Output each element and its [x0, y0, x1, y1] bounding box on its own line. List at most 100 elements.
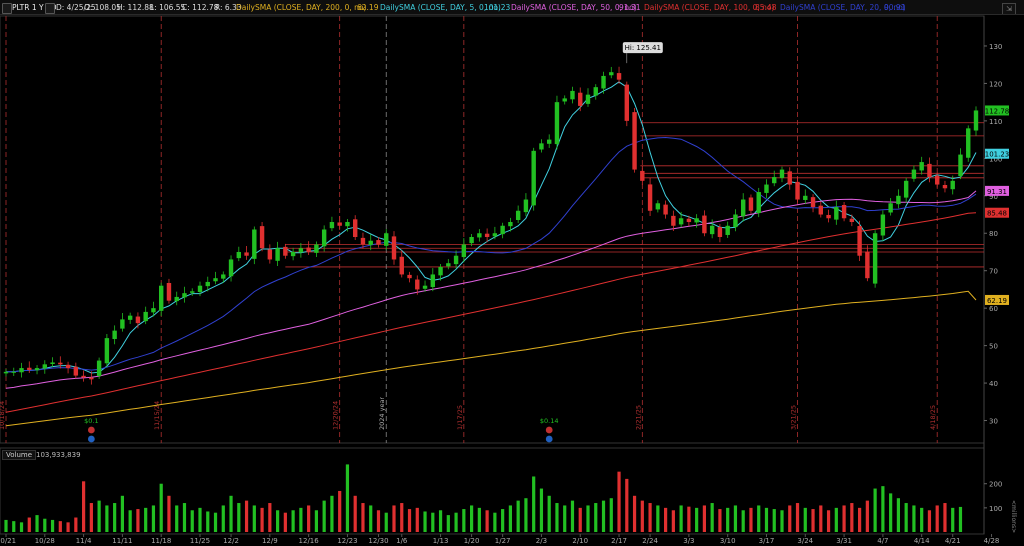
event-date-label: 12/20/24 [332, 401, 340, 430]
candle-body [120, 319, 125, 329]
volume-bar [780, 510, 784, 532]
x-tick-label: 4/21 [945, 537, 961, 545]
volume-bar [384, 512, 388, 532]
volume-bar [648, 503, 652, 532]
event-date-label: 3/21/25 [790, 405, 798, 430]
volume-bar [912, 505, 916, 532]
candle-body [585, 94, 591, 104]
candle-body [733, 214, 738, 228]
volume-bar [842, 505, 846, 532]
symbol-label[interactable]: PLTR 1 Y 1D [12, 3, 57, 12]
x-tick-label: 11/4 [76, 537, 92, 545]
candle-body [903, 180, 909, 198]
price-tick-label: 110 [989, 118, 1002, 126]
volume-bar [260, 507, 264, 532]
x-tick-label: 3/3 [683, 537, 694, 545]
price-tick-label: 60 [989, 305, 998, 313]
sma200-study-label[interactable]: DailySMA (CLOSE, DAY, 200, 0, no) [236, 3, 367, 12]
volume-bar [501, 509, 505, 532]
sma50-study-label[interactable]: DailySMA (CLOSE, DAY, 50, 0, no) [511, 3, 637, 12]
collapse-icon[interactable]: ⇲ [1002, 3, 1016, 14]
volume-bar [687, 506, 691, 532]
candle-body [27, 367, 32, 370]
dividend-label: $0.1 [84, 417, 98, 425]
x-tick-label: 11/11 [112, 537, 132, 545]
candle-body [89, 377, 94, 380]
sma100-study-label[interactable]: DailySMA (CLOSE, DAY, 100, 0, no) [644, 3, 775, 12]
candle-body [741, 199, 746, 217]
dividend-label: $0.14 [540, 417, 559, 425]
candle-body [872, 233, 878, 284]
price-label-box [985, 105, 1009, 116]
volume-bar [702, 505, 706, 532]
volume-bar [338, 490, 342, 532]
x-tick-label: 3/31 [836, 537, 852, 545]
volume-bar [617, 471, 621, 532]
candle-body [290, 251, 296, 257]
volume-bar [927, 510, 932, 532]
candle-body [624, 84, 629, 121]
sma20-study-label[interactable]: DailySMA (CLOSE, DAY, 20, 0, no) [780, 3, 906, 12]
dividend-marker-icon [545, 426, 553, 434]
x-tick-label: 10/28 [35, 537, 55, 545]
volume-bar [881, 486, 885, 532]
volume-bar [757, 505, 761, 532]
volume-bar [454, 512, 458, 532]
symbol-settings-button[interactable] [45, 3, 55, 14]
volume-tick-label: 200 [989, 481, 1002, 489]
price-label-text: 101.23 [985, 151, 1010, 159]
candle-body [34, 368, 40, 371]
price-label-box [985, 207, 1009, 218]
volume-bar [508, 505, 512, 532]
volume-bar [12, 521, 16, 532]
candle-body [73, 366, 79, 376]
price-tick-label: 90 [989, 193, 998, 201]
volume-bar [594, 503, 598, 532]
candle-body [368, 240, 373, 245]
candle-body [562, 98, 567, 102]
volume-bar [679, 505, 683, 532]
volume-bar [206, 511, 210, 532]
volume-bar [524, 498, 528, 532]
candle-body [888, 203, 893, 213]
menu-toggle-button[interactable] [2, 3, 12, 14]
candle-body [779, 169, 785, 178]
candle-body [958, 154, 963, 177]
volume-bar [632, 495, 637, 532]
volume-bar [858, 507, 862, 532]
candle-body [515, 210, 521, 220]
price-tick-label: 100 [989, 155, 1002, 163]
volume-bar [811, 509, 815, 532]
candle-body [438, 266, 443, 276]
x-tick-label: 1/27 [495, 537, 511, 545]
candle-body [570, 90, 575, 100]
volume-bar [50, 519, 55, 532]
volume-bar [345, 464, 350, 532]
sma5-study-label[interactable]: DailySMA (CLOSE, DAY, 5, 0, no) [380, 3, 501, 12]
candle-body [663, 204, 668, 215]
volume-bar [935, 505, 939, 532]
event-date-label: 2/21/25 [634, 405, 642, 430]
price-label-box [985, 148, 1009, 159]
sma50-value: 91.31 [619, 3, 641, 12]
candle-body [127, 315, 133, 320]
volume-bar [710, 503, 714, 532]
candle-body [725, 225, 730, 235]
candle-body [453, 255, 459, 265]
volume-bar [353, 495, 357, 532]
volume-bar [66, 522, 70, 532]
x-tick-label: 4/7 [877, 537, 888, 545]
event-date-label: 2024 year [378, 397, 386, 430]
date-readout: D: 4/25/25 [56, 3, 96, 12]
price-label-box [985, 294, 1009, 305]
volume-bar [625, 478, 629, 532]
candle-body [849, 218, 855, 223]
candle-body [384, 233, 389, 246]
candle-body [236, 251, 241, 259]
candle-body [306, 247, 311, 252]
volume-bar [276, 510, 280, 532]
sma100-line [5, 212, 977, 413]
price-label-text: 112.78 [985, 107, 1010, 115]
earnings-marker-icon [87, 435, 95, 443]
